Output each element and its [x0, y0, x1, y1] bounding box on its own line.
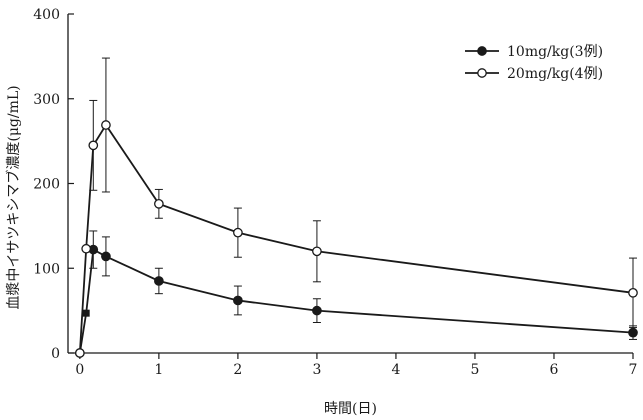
- series-2-point: [312, 246, 322, 257]
- legend-item: 20mg/kg(4例): [465, 66, 603, 82]
- series-1-point: [101, 251, 111, 262]
- series-1-point: [82, 309, 90, 317]
- x-axis-title: 時間(日): [324, 401, 377, 417]
- series-2-point: [101, 120, 111, 130]
- y-tick-label: 200: [33, 177, 60, 193]
- legend-label: 20mg/kg(4例): [507, 66, 603, 82]
- series-2-point: [233, 227, 243, 238]
- series-1-line: [78, 248, 634, 354]
- x-tick-label: 7: [629, 362, 638, 378]
- x-tick-label: 5: [470, 362, 479, 378]
- series-1-point: [154, 276, 164, 286]
- legend-marker: [477, 68, 487, 78]
- legend-item: 10mg/kg(3例): [465, 44, 603, 60]
- series-1: [75, 230, 638, 358]
- series-1-point: [312, 305, 322, 316]
- legend-label: 10mg/kg(3例): [507, 44, 603, 60]
- y-tick-label: 0: [51, 346, 60, 362]
- series-2-point: [154, 198, 164, 209]
- legend: 10mg/kg(3例) 20mg/kg(4例): [465, 44, 603, 82]
- x-tick-label: 6: [550, 362, 559, 378]
- series-2-point: [81, 243, 92, 254]
- x-tick-label: 4: [391, 362, 400, 378]
- x-tick-label: 3: [312, 362, 321, 378]
- x-tick-label: 0: [75, 362, 84, 378]
- series-2-point: [628, 287, 638, 298]
- y-tick-label: 400: [33, 7, 60, 23]
- series-1-point: [628, 327, 638, 338]
- y-tick-label: 100: [33, 261, 60, 277]
- series-layer: [75, 57, 638, 358]
- axes: 0 100 200 300 400 0 1 2 3 4 5 6 7: [33, 7, 637, 378]
- y-axis-title: 血漿中イサツキシマブ濃度(μg/mL): [5, 85, 22, 309]
- legend-marker: [477, 46, 487, 56]
- series-2-point: [75, 348, 85, 358]
- x-tick-label: 2: [233, 362, 242, 378]
- series-1-point: [233, 295, 243, 306]
- x-tick-label: 1: [154, 362, 163, 378]
- y-tick-label: 300: [33, 92, 60, 108]
- series-2-line: [78, 123, 634, 354]
- series-2: [75, 57, 638, 358]
- series-2-point: [88, 140, 99, 151]
